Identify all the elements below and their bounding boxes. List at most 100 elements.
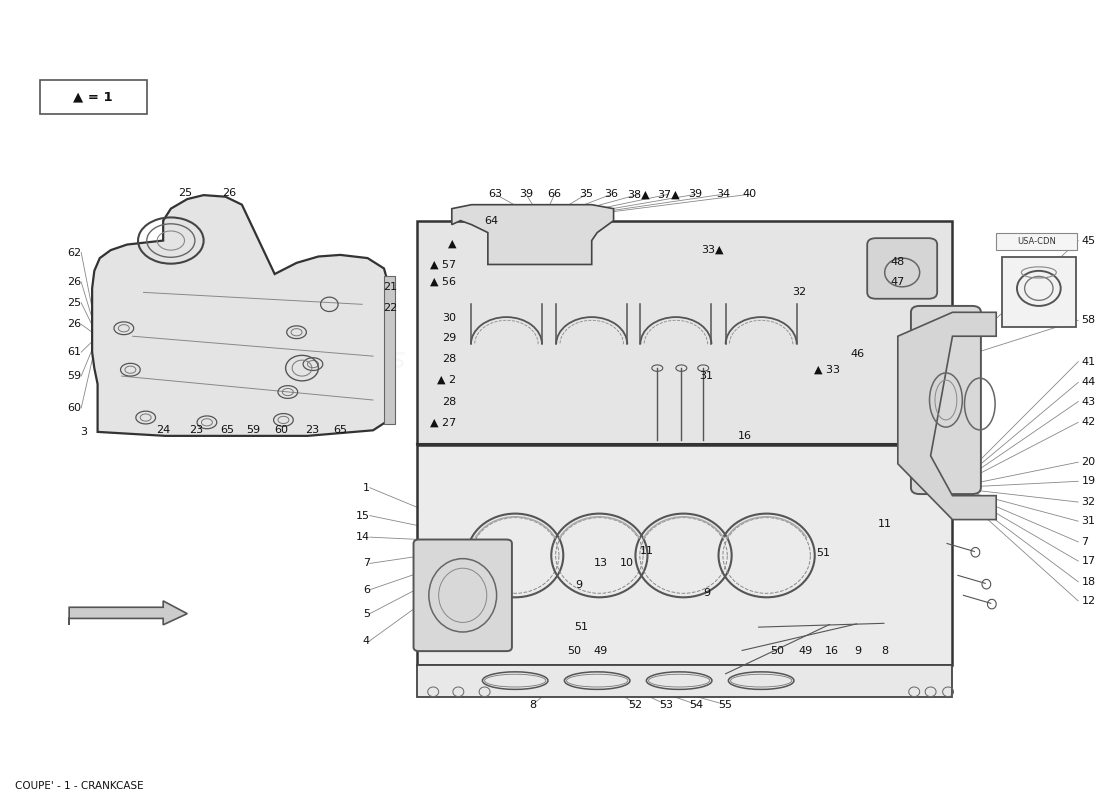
Text: 28: 28: [442, 397, 456, 406]
Text: 6: 6: [363, 585, 370, 594]
Text: 4: 4: [363, 636, 370, 646]
Text: 51: 51: [816, 548, 831, 558]
Text: 58: 58: [1081, 315, 1096, 326]
Text: 25: 25: [67, 298, 81, 308]
Text: 8: 8: [529, 699, 536, 710]
Text: 19: 19: [1081, 476, 1096, 486]
Text: 31: 31: [700, 371, 714, 381]
Text: 48: 48: [891, 257, 905, 267]
Text: 15: 15: [355, 510, 370, 521]
Text: 12: 12: [1081, 596, 1096, 606]
FancyBboxPatch shape: [1002, 257, 1076, 326]
Text: 11: 11: [639, 546, 653, 557]
Text: ▲: ▲: [448, 238, 456, 249]
Text: 24: 24: [156, 426, 170, 435]
Text: 39: 39: [689, 190, 703, 199]
Text: 20: 20: [1081, 457, 1096, 467]
Polygon shape: [452, 205, 614, 265]
FancyBboxPatch shape: [417, 665, 953, 697]
Text: autospares: autospares: [252, 346, 407, 374]
Polygon shape: [898, 312, 997, 519]
Text: 47: 47: [891, 277, 905, 287]
Text: 51: 51: [574, 622, 587, 632]
Text: 61: 61: [67, 347, 81, 357]
FancyBboxPatch shape: [911, 306, 981, 494]
Text: 7: 7: [1081, 537, 1089, 547]
Text: 52: 52: [628, 699, 642, 710]
Text: 41: 41: [1081, 357, 1096, 366]
Text: 49: 49: [593, 646, 607, 656]
Text: 42: 42: [1081, 418, 1096, 427]
Text: 39: 39: [519, 190, 534, 199]
Text: ▲ 2: ▲ 2: [437, 375, 456, 385]
Text: 9: 9: [703, 588, 711, 598]
Text: 38▲: 38▲: [627, 190, 650, 199]
FancyBboxPatch shape: [40, 80, 146, 114]
Text: 13: 13: [594, 558, 607, 569]
Text: 50: 50: [771, 646, 784, 656]
Text: 32: 32: [1081, 497, 1096, 507]
Text: 37▲: 37▲: [657, 190, 680, 199]
Text: 35: 35: [580, 190, 593, 199]
Text: 59: 59: [67, 371, 81, 381]
Text: 25: 25: [178, 188, 192, 198]
Text: 30: 30: [442, 313, 456, 323]
Text: 9: 9: [854, 646, 861, 656]
Text: 54: 54: [690, 699, 704, 710]
Text: 7: 7: [363, 558, 370, 569]
Text: autospares: autospares: [602, 346, 757, 374]
Polygon shape: [92, 195, 393, 436]
Text: 63: 63: [488, 190, 503, 199]
Text: 31: 31: [1081, 516, 1096, 526]
FancyBboxPatch shape: [867, 238, 937, 298]
Text: 18: 18: [1081, 577, 1096, 586]
Text: 23: 23: [305, 426, 319, 435]
Text: 22: 22: [383, 303, 397, 314]
Text: 3: 3: [80, 427, 87, 437]
Text: COUPE' - 1 - CRANKCASE: COUPE' - 1 - CRANKCASE: [14, 781, 143, 791]
Polygon shape: [69, 601, 187, 625]
Text: 36: 36: [604, 190, 618, 199]
Text: 5: 5: [363, 609, 370, 618]
Text: 14: 14: [355, 532, 370, 542]
Text: 28: 28: [442, 354, 456, 363]
Text: ▲ = 1: ▲ = 1: [74, 90, 113, 103]
Text: 21: 21: [383, 282, 397, 292]
Text: 1: 1: [363, 482, 370, 493]
Text: 55: 55: [718, 699, 733, 710]
FancyBboxPatch shape: [384, 277, 395, 424]
Text: 26: 26: [67, 277, 81, 287]
Text: 29: 29: [442, 333, 456, 343]
Text: 10: 10: [619, 558, 634, 569]
Text: 45: 45: [1081, 235, 1096, 246]
Text: 53: 53: [659, 699, 673, 710]
Text: 33▲: 33▲: [701, 245, 723, 255]
Text: 23: 23: [189, 426, 204, 435]
Text: USA-CDN: USA-CDN: [1018, 237, 1056, 246]
Text: 9: 9: [575, 580, 582, 590]
Text: 50: 50: [568, 646, 581, 656]
FancyBboxPatch shape: [997, 233, 1077, 250]
Text: 8: 8: [881, 646, 889, 656]
Text: 62: 62: [67, 247, 81, 258]
Text: ▲ 57: ▲ 57: [430, 259, 456, 270]
Text: ▲ 56: ▲ 56: [430, 277, 456, 287]
Text: 44: 44: [1081, 378, 1096, 387]
FancyBboxPatch shape: [417, 221, 953, 444]
Text: ▲ 33: ▲ 33: [814, 365, 839, 374]
Text: 16: 16: [825, 646, 839, 656]
Text: ▲ 27: ▲ 27: [430, 418, 456, 427]
Text: 40: 40: [742, 190, 756, 199]
Text: 46: 46: [850, 349, 865, 358]
Text: 64: 64: [484, 216, 498, 226]
FancyBboxPatch shape: [417, 446, 953, 665]
Text: 49: 49: [799, 646, 813, 656]
Text: 59: 59: [245, 426, 260, 435]
Text: 66: 66: [548, 190, 561, 199]
Text: 60: 60: [274, 426, 288, 435]
Text: 17: 17: [1081, 556, 1096, 566]
Text: 11: 11: [878, 518, 892, 529]
Text: 65: 65: [333, 426, 348, 435]
Text: 60: 60: [67, 403, 81, 413]
Text: 65: 65: [221, 426, 234, 435]
